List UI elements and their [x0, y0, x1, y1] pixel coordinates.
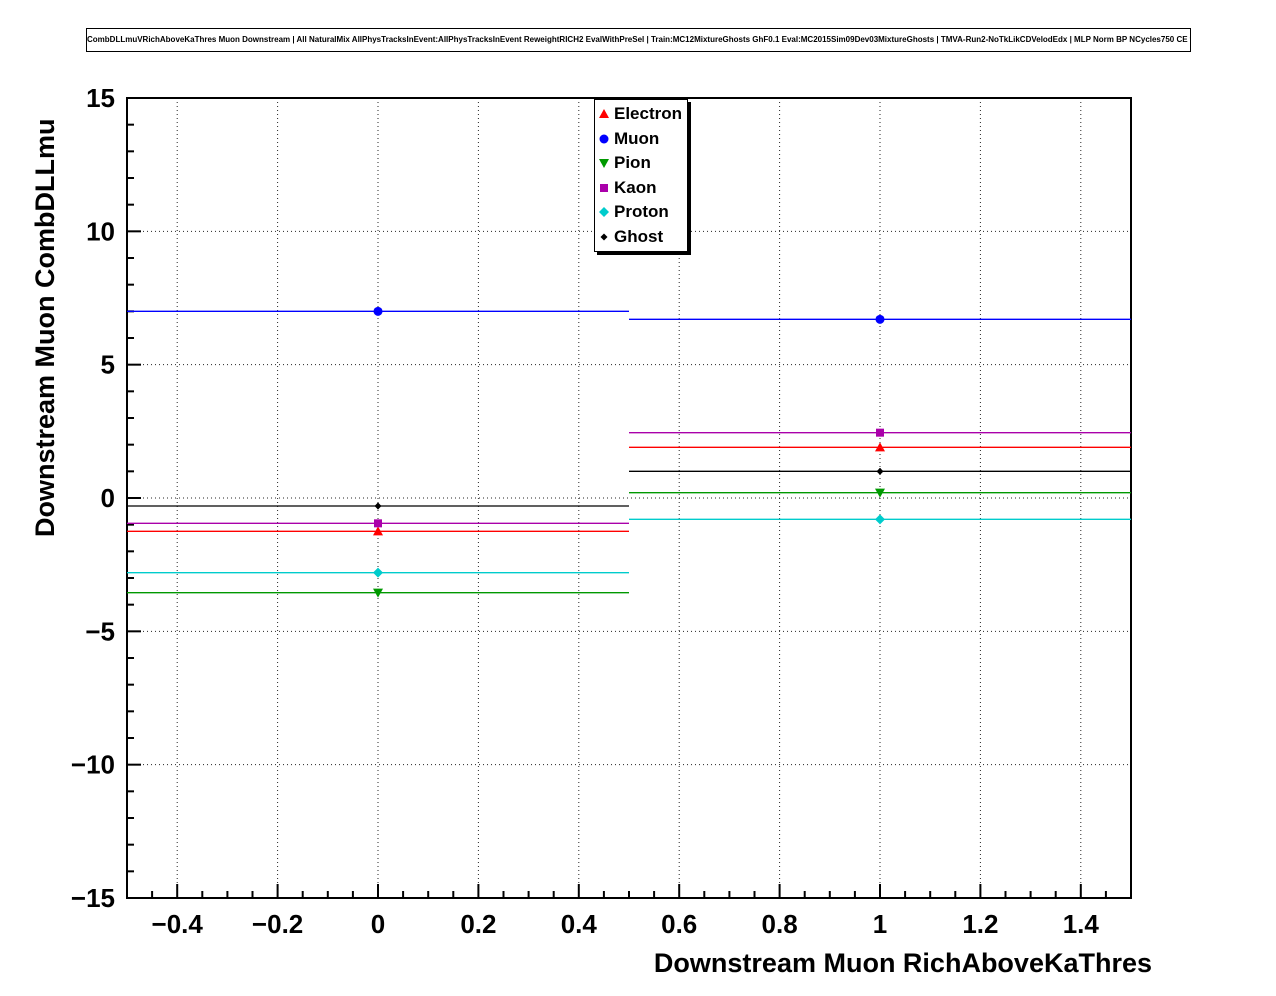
series-ghost	[127, 467, 1131, 510]
x-tick-label: 1.4	[1063, 909, 1100, 939]
muon-legend-marker-icon	[599, 134, 609, 144]
x-tick-label: 1	[873, 909, 887, 939]
small-diamond-icon	[600, 233, 608, 241]
series-kaon	[127, 428, 1131, 528]
kaon-legend-marker-icon	[600, 183, 608, 192]
legend-label: Pion	[614, 153, 651, 173]
series-proton	[127, 514, 1131, 578]
legend-entry-muon: Muon	[597, 127, 687, 152]
plot-title: CombDLLmuVRichAboveKaThres Muon Downstre…	[87, 35, 1190, 44]
x-tick-label: 0.8	[762, 909, 798, 939]
x-tick-label: 0.4	[561, 909, 598, 939]
pion-legend-marker-icon	[599, 159, 609, 169]
legend-entry-proton: Proton	[597, 200, 687, 225]
legend-label: Ghost	[614, 226, 664, 246]
y-tick-label: 10	[86, 216, 115, 246]
square-icon	[600, 183, 608, 192]
tick-labels: −0.4 −0.2 0 0.2 0.4 0.6 0.8 1 1.2 1.4 −15 −10 −5 0 5 10…	[71, 83, 1100, 939]
proton-legend-marker-icon	[599, 207, 609, 218]
x-tick-label: 1.2	[962, 909, 998, 939]
muon-marker	[373, 306, 383, 316]
electron-marker	[373, 526, 383, 536]
y-axis-title: Downstream Muon CombDLLmu	[30, 118, 60, 538]
muon-marker	[875, 314, 885, 324]
kaon-marker	[374, 519, 382, 528]
y-tick-label: 0	[101, 483, 115, 513]
legend-label: Kaon	[614, 177, 657, 197]
electron-marker	[875, 442, 885, 452]
kaon-marker	[876, 428, 884, 437]
legend-entry-kaon: Kaon	[597, 176, 687, 201]
x-tick-label: 0	[371, 909, 385, 939]
ghost-legend-marker-icon	[600, 233, 608, 241]
electron-legend-marker-icon	[599, 109, 609, 119]
pion-marker	[373, 588, 383, 598]
x-tick-label: −0.4	[152, 909, 204, 939]
plot-title-pave: CombDLLmuVRichAboveKaThres Muon Downstre…	[86, 28, 1191, 52]
ghost-marker	[876, 467, 884, 475]
ghost-marker	[374, 502, 382, 510]
axis-ticks	[127, 123, 1107, 898]
series-pion	[127, 488, 1131, 598]
grid-lines	[127, 98, 1131, 898]
diamond-icon	[599, 207, 609, 218]
legend-label: Muon	[614, 128, 660, 148]
y-tick-label: 5	[101, 350, 115, 380]
x-tick-label: −0.2	[252, 909, 303, 939]
legend: Electron Muon Pion Kaon Proton Ghost	[594, 99, 688, 252]
legend-entry-ghost: Ghost	[597, 225, 687, 250]
triangle-up-icon	[599, 109, 609, 119]
y-tick-label: −5	[85, 616, 115, 646]
proton-marker	[373, 567, 383, 578]
legend-entry-electron: Electron	[597, 102, 687, 127]
x-axis-title: Downstream Muon RichAboveKaThres	[653, 948, 1152, 978]
series-electron	[127, 442, 1131, 536]
legend-label: Electron	[614, 104, 683, 124]
y-tick-label: −10	[71, 750, 115, 780]
circle-icon	[599, 134, 609, 144]
pion-marker	[875, 488, 885, 498]
legend-entry-pion: Pion	[597, 151, 687, 176]
triangle-down-icon	[599, 159, 609, 169]
series-muon	[127, 306, 1131, 324]
x-tick-label: 0.6	[661, 909, 697, 939]
proton-marker	[875, 514, 885, 525]
y-tick-label: −15	[71, 883, 115, 913]
x-tick-label: 0.2	[460, 909, 496, 939]
y-tick-label: 15	[86, 83, 115, 113]
legend-label: Proton	[614, 202, 669, 222]
